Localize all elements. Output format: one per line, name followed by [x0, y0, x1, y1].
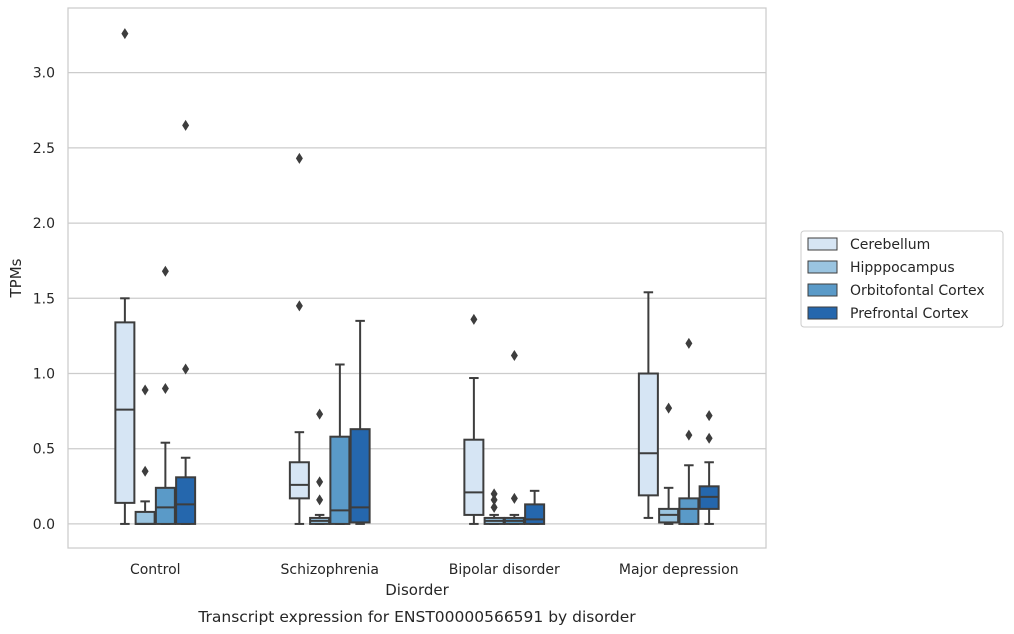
- y-tick-label-6: 3.0: [33, 66, 55, 82]
- outlier-point: [665, 402, 673, 414]
- legend-label: Hipppocampus: [850, 260, 955, 276]
- box-marks: [114, 28, 720, 525]
- box-3-1: [349, 319, 371, 525]
- box-2-2: [503, 349, 525, 525]
- x-tick-label-2: Bipolar disorder: [449, 562, 560, 578]
- y-tick-label-3: 1.5: [33, 291, 55, 307]
- legend-label: Cerebellum: [850, 237, 930, 253]
- outlier-point: [316, 408, 324, 420]
- legend-frame: [800, 230, 1004, 328]
- outlier-point: [510, 349, 518, 361]
- box-0-1: [288, 152, 310, 525]
- outlier-point: [161, 265, 169, 277]
- outlier-point: [705, 410, 713, 422]
- outlier-point: [510, 492, 518, 504]
- outlier-point: [182, 119, 190, 131]
- box-0-0: [114, 28, 136, 525]
- legend-swatch: [807, 260, 838, 274]
- outlier-point: [161, 383, 169, 395]
- box-3-3: [698, 410, 720, 525]
- legend-item-2: Orbitofontal Cortex: [807, 283, 985, 299]
- legend-label: Prefrontal Cortex: [850, 306, 969, 322]
- outlier-point: [141, 465, 149, 477]
- legend-item-0: Cerebellum: [807, 237, 930, 253]
- box-1-2: [483, 488, 505, 525]
- outlier-point: [490, 494, 498, 506]
- box-3-2: [524, 489, 546, 525]
- outlier-point: [316, 476, 324, 488]
- box-body: [175, 476, 197, 525]
- legend-item-1: Hipppocampus: [807, 260, 955, 276]
- x-tick-labels: Control Schizophrenia Bipolar disorder Majo…: [130, 562, 739, 578]
- legend-swatch: [807, 237, 838, 251]
- legend-swatch: [807, 306, 838, 320]
- box-1-1: [309, 408, 331, 525]
- outlier-point: [685, 337, 693, 349]
- y-tick-labels: 0.0 0.5 1.0 1.5 2.0 2.5 3.0: [33, 66, 55, 533]
- box-2-1: [329, 363, 351, 525]
- outlier-point: [121, 28, 129, 40]
- x-tick-label-1: Schizophrenia: [281, 562, 379, 578]
- outlier-point: [470, 313, 478, 325]
- y-axis-label: TPMs: [7, 258, 25, 298]
- box-0-3: [637, 291, 659, 519]
- chart-caption: Transcript expression for ENST0000056659…: [197, 608, 636, 626]
- outlier-point: [685, 429, 693, 441]
- x-tick-label-3: Major depression: [619, 562, 739, 578]
- grid-lines: [68, 72, 766, 525]
- legend-label: Orbitofontal Cortex: [850, 283, 985, 299]
- legend-swatch: [807, 283, 838, 297]
- box-2-3: [678, 337, 700, 525]
- legend-item-3: Prefrontal Cortex: [807, 306, 969, 322]
- y-tick-label-0: 0.0: [33, 517, 55, 533]
- box-2-0: [154, 265, 176, 525]
- box-0-2: [463, 313, 485, 525]
- outlier-point: [316, 494, 324, 506]
- box-body: [524, 503, 546, 525]
- legend: Cerebellum Hipppocampus Orbitofontal Corte…: [800, 230, 1004, 328]
- outlier-point: [141, 384, 149, 396]
- box-body: [329, 435, 351, 525]
- x-axis-label: Disorder: [385, 581, 449, 599]
- outlier-point: [182, 363, 190, 375]
- outlier-point: [705, 432, 713, 444]
- box-body: [288, 461, 310, 500]
- box-body: [463, 438, 485, 516]
- plot-frame: [67, 7, 767, 549]
- x-tick-label-0: Control: [130, 562, 181, 578]
- box-body: [349, 428, 371, 524]
- y-tick-label-1: 0.5: [33, 442, 55, 458]
- box-body: [154, 486, 176, 525]
- box-body: [114, 321, 136, 504]
- outlier-point: [490, 501, 498, 513]
- y-tick-label-5: 2.5: [33, 141, 55, 157]
- box-3-0: [175, 119, 197, 525]
- y-tick-label-2: 1.0: [33, 367, 55, 383]
- outlier-point: [295, 152, 303, 164]
- box-body: [678, 497, 700, 525]
- outlier-point: [490, 488, 498, 500]
- box-1-3: [658, 402, 680, 525]
- box-1-0: [134, 384, 156, 525]
- y-tick-label-4: 2.0: [33, 216, 55, 232]
- box-body: [134, 510, 156, 525]
- outlier-point: [295, 300, 303, 312]
- box-body: [637, 372, 659, 497]
